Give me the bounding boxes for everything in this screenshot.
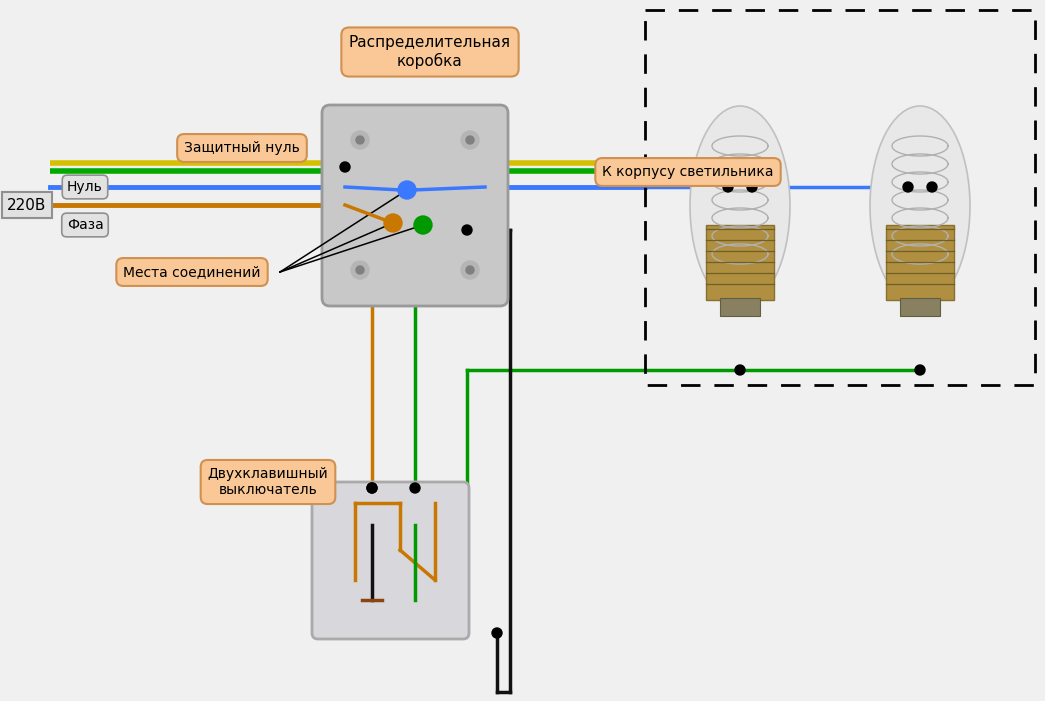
- Circle shape: [340, 162, 350, 172]
- Circle shape: [461, 261, 479, 279]
- Bar: [706, 225, 774, 300]
- Text: Места соединений: Места соединений: [123, 265, 261, 279]
- Text: К корпусу светильника: К корпусу светильника: [602, 165, 773, 179]
- Circle shape: [367, 483, 377, 493]
- Circle shape: [640, 162, 650, 172]
- Bar: [886, 225, 954, 300]
- Circle shape: [398, 181, 416, 199]
- Circle shape: [356, 266, 364, 274]
- Ellipse shape: [870, 106, 970, 306]
- FancyBboxPatch shape: [322, 105, 508, 306]
- Text: Защитный нуль: Защитный нуль: [184, 141, 300, 155]
- Circle shape: [915, 365, 925, 375]
- Circle shape: [414, 216, 432, 234]
- Circle shape: [461, 131, 479, 149]
- Text: Двухклавишный
выключатель: Двухклавишный выключатель: [208, 467, 328, 497]
- Circle shape: [466, 136, 474, 144]
- Circle shape: [367, 483, 377, 493]
- Circle shape: [351, 131, 369, 149]
- Circle shape: [410, 483, 420, 493]
- Circle shape: [492, 628, 502, 638]
- Circle shape: [723, 182, 733, 192]
- Text: Фаза: Фаза: [67, 218, 103, 232]
- Text: 220В: 220В: [7, 198, 47, 212]
- Circle shape: [384, 214, 402, 232]
- Text: Распределительная
коробка: Распределительная коробка: [349, 35, 511, 69]
- FancyBboxPatch shape: [312, 482, 469, 639]
- Circle shape: [356, 136, 364, 144]
- Ellipse shape: [690, 106, 790, 306]
- Circle shape: [903, 182, 913, 192]
- Circle shape: [466, 266, 474, 274]
- Circle shape: [747, 182, 757, 192]
- Circle shape: [735, 365, 745, 375]
- Circle shape: [351, 261, 369, 279]
- Circle shape: [462, 225, 472, 235]
- Bar: [720, 298, 760, 316]
- Bar: [645, 10, 1035, 385]
- Circle shape: [927, 182, 937, 192]
- Bar: [900, 298, 940, 316]
- Text: Нуль: Нуль: [67, 180, 102, 194]
